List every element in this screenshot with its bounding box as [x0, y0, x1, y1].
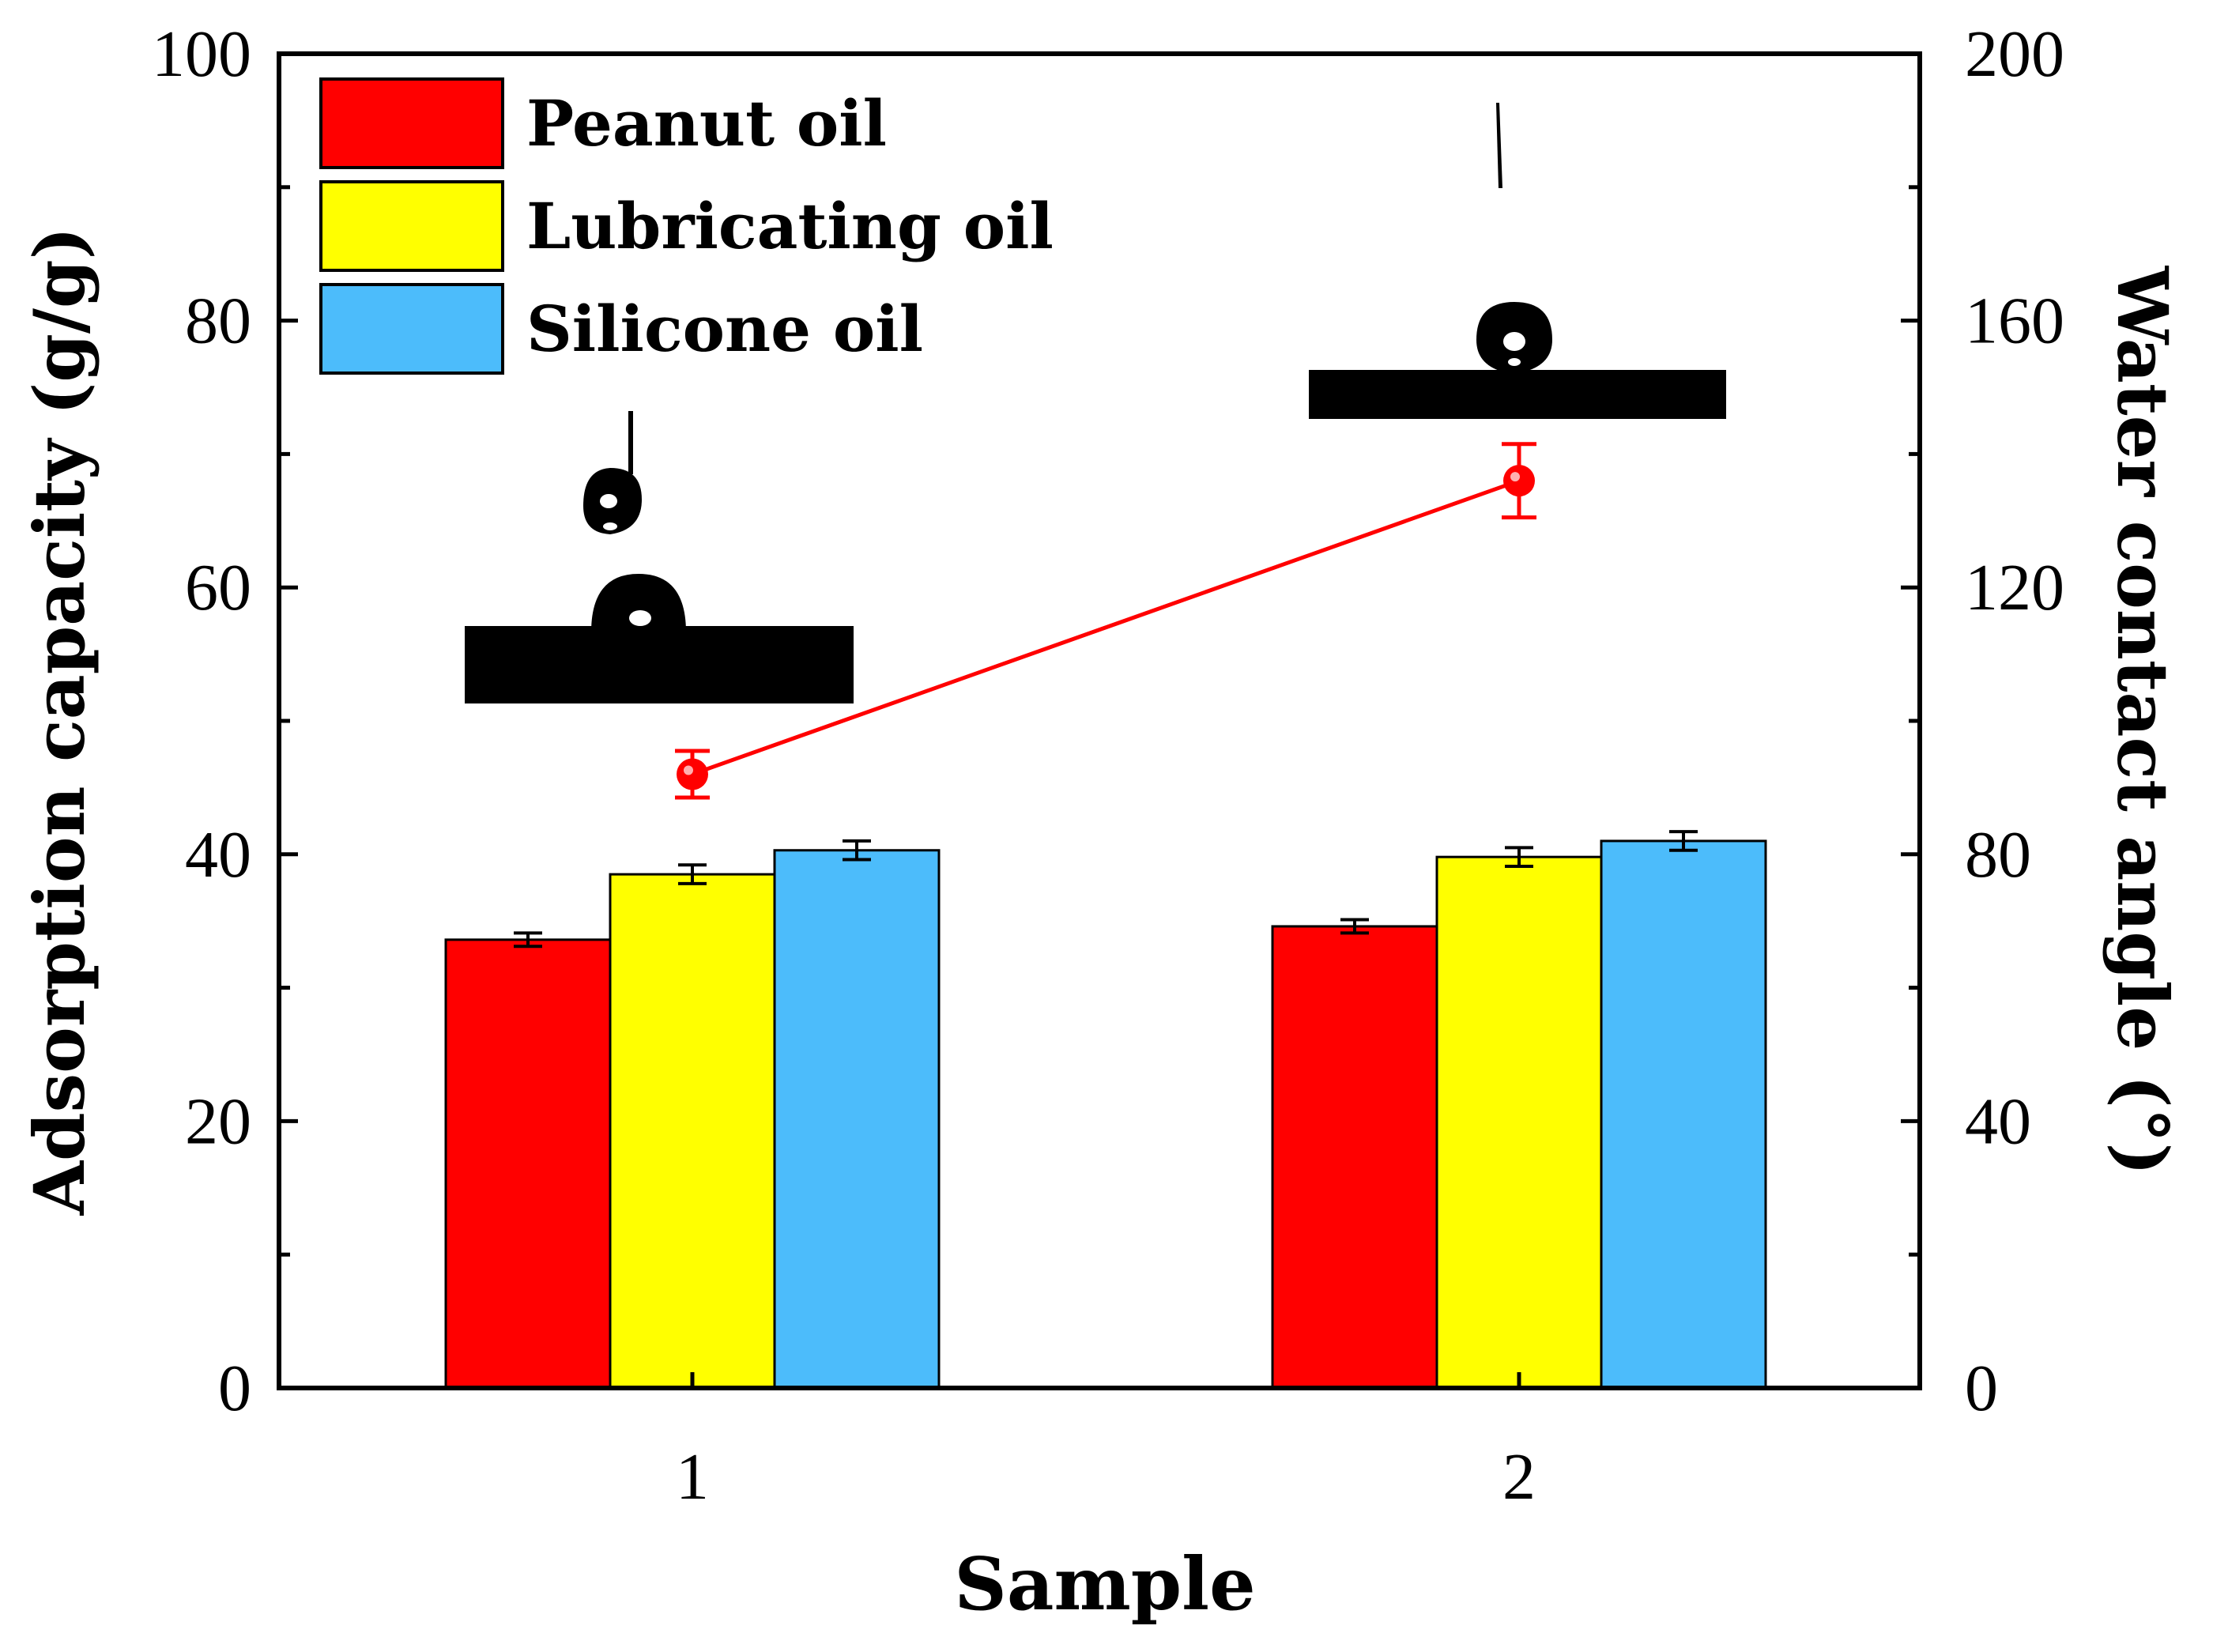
- error-bar-peanut-oil-sample-2: [1340, 918, 1369, 935]
- left-axis-ticks: 0 20 40 60 80 100: [152, 17, 298, 1425]
- x-tick-label-sample-1: 1: [676, 1440, 709, 1514]
- bar-silicone-oil-sample-1: [773, 849, 941, 1390]
- bar-lubricating-oil-sample-2: [1435, 855, 1603, 1390]
- legend: Peanut oil Lubricating oil Silicone oil: [319, 77, 1054, 375]
- left-tick-label: 20: [185, 1084, 251, 1158]
- x-tick-label-sample-2: 2: [1502, 1440, 1536, 1514]
- bar-peanut-oil-sample-2: [1271, 925, 1438, 1390]
- left-tick-label: 100: [152, 17, 251, 91]
- bars-group: [444, 830, 1767, 1390]
- contact-angle-image-sample-2: [1309, 103, 1726, 419]
- left-tick-label: 80: [185, 285, 251, 358]
- right-axis-ticks: 0 40 80 120 160 200: [1901, 17, 2064, 1425]
- right-tick-label: 80: [1965, 818, 2031, 892]
- legend-label-silicone-oil: Silicone oil: [526, 292, 923, 366]
- contact-angle-image-sample-1: [465, 411, 854, 703]
- error-bar-silicone-oil-sample-2: [1669, 830, 1698, 852]
- contact-angle-point-highlight: [1510, 472, 1520, 482]
- error-bar-lubricating-oil-sample-1: [678, 863, 707, 885]
- y-axis-title: Adsorption capacity (g/g): [18, 227, 100, 1216]
- legend-swatch-lubricating-oil: [319, 180, 504, 272]
- contact-angle-point-sample-2: [1503, 465, 1535, 497]
- legend-swatch-silicone-oil: [319, 283, 504, 375]
- contact-angle-point-sample-1: [677, 758, 708, 790]
- contact-angle-line: [692, 478, 1520, 776]
- bar-lubricating-oil-sample-1: [609, 873, 776, 1390]
- legend-swatch-peanut-oil: [319, 77, 504, 169]
- bar-silicone-oil-sample-2: [1600, 839, 1767, 1390]
- right-tick-label: 40: [1965, 1084, 2031, 1158]
- contact-angle-point-highlight: [684, 765, 693, 775]
- right-tick-label: 120: [1965, 551, 2064, 624]
- right-tick-label: 0: [1965, 1352, 1998, 1425]
- contact-angle-series: [675, 442, 1536, 800]
- contact-angle-error-bar-sample-2: [1502, 442, 1536, 520]
- left-tick-label: 60: [185, 551, 251, 624]
- error-bar-peanut-oil-sample-1: [514, 931, 542, 949]
- left-tick-label: 0: [218, 1352, 251, 1425]
- right-tick-label: 160: [1965, 285, 2064, 358]
- y2-axis-title: Water contact angle (°): [2102, 266, 2184, 1176]
- legend-label-peanut-oil: Peanut oil: [526, 86, 887, 160]
- right-tick-label: 200: [1965, 17, 2064, 91]
- contact-angle-error-bar-sample-1: [675, 749, 710, 800]
- error-bar-silicone-oil-sample-1: [843, 839, 871, 862]
- legend-label-lubricating-oil: Lubricating oil: [526, 189, 1054, 263]
- left-tick-label: 40: [185, 818, 251, 892]
- error-bar-lubricating-oil-sample-2: [1505, 846, 1533, 868]
- bar-peanut-oil-sample-1: [444, 938, 612, 1390]
- x-axis-title: Sample: [954, 1541, 1255, 1627]
